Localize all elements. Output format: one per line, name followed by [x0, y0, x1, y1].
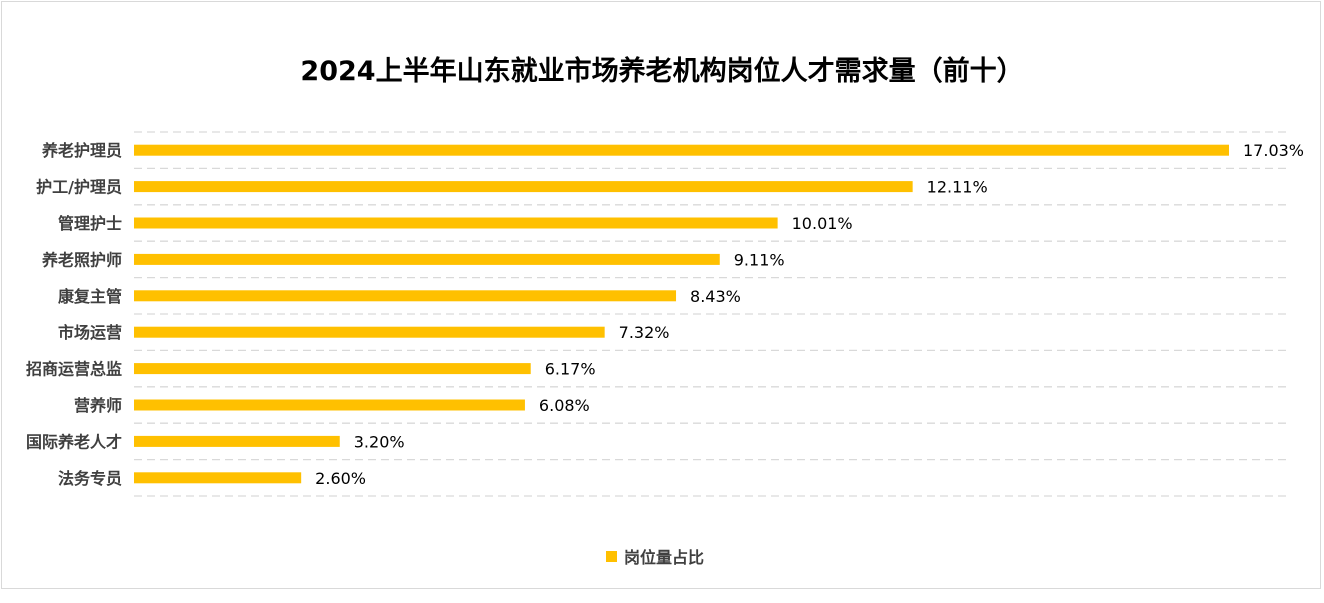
category-label: 招商运营总监 — [26, 360, 122, 379]
category-label: 养老护理员 — [41, 141, 122, 160]
bar — [134, 217, 778, 229]
legend-swatch — [606, 551, 617, 562]
bar — [134, 363, 531, 375]
category-label: 护工/护理员 — [36, 178, 122, 197]
data-label: 2.60% — [315, 469, 366, 488]
legend: 岗位量占比 — [606, 548, 704, 567]
category-label: 养老照护师 — [41, 250, 122, 269]
data-label: 3.20% — [354, 432, 405, 451]
chart-title: 2024上半年山东就业市场养老机构岗位人才需求量（前十） — [300, 55, 1023, 87]
bar — [134, 435, 340, 447]
bar — [134, 144, 1229, 156]
category-label: 国际养老人才 — [26, 432, 122, 451]
data-label: 6.17% — [545, 360, 596, 379]
bar — [134, 472, 302, 484]
bar — [134, 253, 720, 265]
value-labels: 17.03% 12.11% 10.01% 9.11% 8.43% 7.32% 6.17% 6.… — [315, 141, 1304, 488]
category-label: 市场运营 — [58, 323, 122, 342]
gridlines — [134, 131, 1290, 497]
bar — [134, 399, 525, 411]
category-label: 营养师 — [74, 396, 122, 415]
legend-label: 岗位量占比 — [624, 548, 704, 567]
bars — [134, 144, 1229, 484]
category-label: 法务专员 — [58, 469, 122, 488]
data-label: 8.43% — [690, 287, 741, 306]
data-label: 7.32% — [619, 323, 670, 342]
data-label: 12.11% — [927, 178, 988, 197]
data-label: 10.01% — [792, 214, 853, 233]
bar — [134, 181, 913, 193]
bar — [134, 326, 605, 338]
bar — [134, 290, 677, 302]
data-label: 6.08% — [539, 396, 590, 415]
data-label: 9.11% — [734, 250, 785, 269]
category-label: 康复主管 — [58, 287, 122, 306]
data-label: 17.03% — [1243, 141, 1304, 160]
category-label: 管理护士 — [58, 214, 122, 233]
category-labels: 养老护理员护工/护理员管理护士养老照护师康复主管市场运营招商运营总监营养师国际养… — [26, 141, 122, 488]
